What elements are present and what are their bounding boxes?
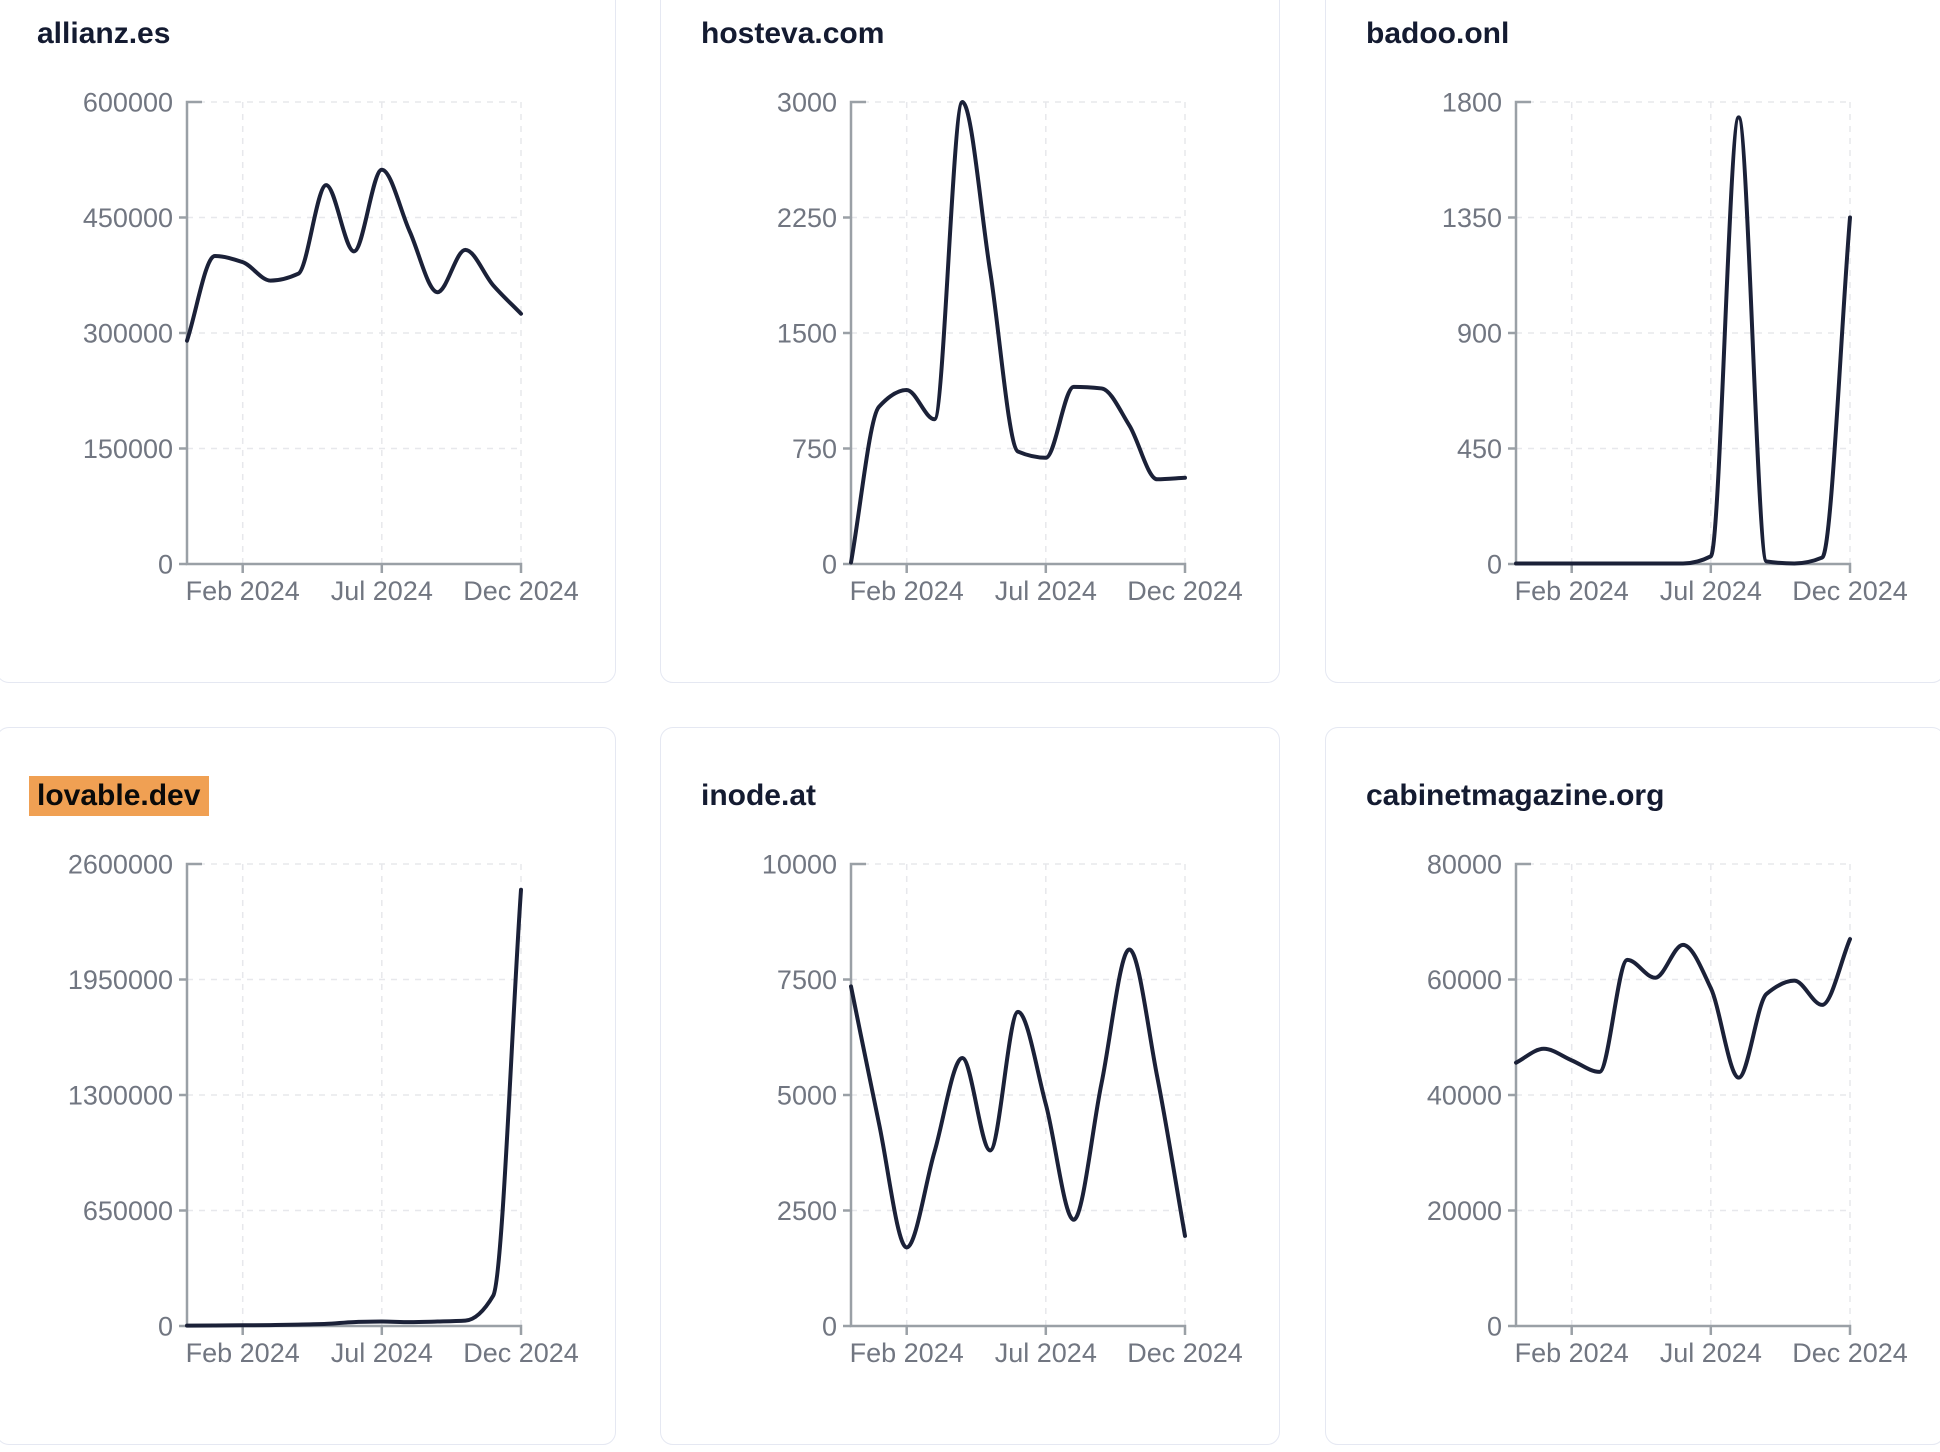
x-tick-label: Dec 2024 [1792,576,1908,606]
y-tick-label: 3000 [777,88,837,118]
x-tick-label: Feb 2024 [850,1338,964,1368]
traffic-series-line [1514,937,1852,1080]
y-tick-label: 450000 [83,203,173,233]
domain-title: inode.at [701,779,817,812]
y-tick-label: 2250 [777,203,837,233]
x-tick-label: Jul 2024 [1660,576,1762,606]
page-title: hosteva.com [701,16,884,52]
y-tick-label: 20000 [1427,1196,1502,1226]
page-title: cabinetmagazine.org [1366,778,1664,814]
x-tick-label: Jul 2024 [1660,1338,1762,1368]
y-tick-label: 1950000 [68,965,173,995]
domain-title: badoo.onl [1366,17,1510,50]
domain-card-badoo-onl[interactable]: badoo.onl 0 450 900 1350 1800 Feb 2024 Jul 202… [1325,0,1940,683]
y-tick-label: 0 [1487,550,1502,580]
y-tick-label: 0 [158,1312,173,1342]
y-tick-label: 80000 [1427,850,1502,880]
axis-line [849,100,1187,573]
y-tick-label: 40000 [1427,1081,1502,1111]
page-title: badoo.onl [1366,16,1509,52]
domain-title-highlighted: lovable.dev [29,776,210,816]
x-tick-label: Feb 2024 [1515,576,1629,606]
y-tick-label: 10000 [762,850,837,880]
traffic-line-chart: 0 650000 1300000 1950000 2600000 Feb 2024 Jul … [68,850,579,1369]
y-tick-label: 2600000 [68,850,173,880]
y-tick-label: 5000 [777,1081,837,1111]
y-tick-label: 1500 [777,319,837,349]
y-tick-label: 600000 [83,88,173,118]
x-tick-label: Dec 2024 [1127,1338,1243,1368]
x-tick-label: Jul 2024 [995,576,1097,606]
y-tick-label: 7500 [777,965,837,995]
axis-line [849,862,1187,1335]
y-tick-label: 1350 [1442,203,1502,233]
y-tick-label: 1300000 [68,1081,173,1111]
axis-line [185,862,523,1335]
axis-line [1514,862,1852,1335]
x-tick-label: Feb 2024 [186,576,300,606]
domain-card-lovable-dev[interactable]: lovable.dev 0 650000 1300000 1950000 2600000… [0,727,616,1445]
x-tick-label: Jul 2024 [331,576,433,606]
y-tick-label: 0 [822,1312,837,1342]
y-tick-label: 750 [792,434,837,464]
y-tick-label: 150000 [83,434,173,464]
page-title: allianz.es [37,16,170,52]
y-tick-label: 60000 [1427,965,1502,995]
y-tick-label: 450 [1457,434,1502,464]
traffic-line-chart: 0 750 1500 2250 3000 Feb 2024 Jul 2024 Dec 2024 [777,88,1243,607]
domain-title: allianz.es [37,17,171,50]
y-tick-label: 650000 [83,1196,173,1226]
x-tick-label: Dec 2024 [463,1338,579,1368]
page-title: lovable.dev [29,776,210,816]
x-tick-label: Jul 2024 [995,1338,1097,1368]
traffic-series-line [849,947,1187,1250]
domain-card-allianz-es[interactable]: allianz.es 0 150000 300000 450000 600000 Feb … [0,0,616,683]
y-tick-label: 2500 [777,1196,837,1226]
x-tick-label: Dec 2024 [463,576,579,606]
domain-title: cabinetmagazine.org [1366,779,1665,812]
page-title: inode.at [701,778,816,814]
traffic-series-line [185,167,523,343]
x-tick-label: Feb 2024 [850,576,964,606]
axis-line [185,100,523,573]
x-tick-label: Feb 2024 [186,1338,300,1368]
traffic-series-line [849,100,1187,565]
x-tick-label: Feb 2024 [1515,1338,1629,1368]
traffic-series-line [1514,115,1852,566]
traffic-line-chart: 0 150000 300000 450000 600000 Feb 2024 Jul 202… [83,88,579,607]
domain-card-hosteva-com[interactable]: hosteva.com 0 750 1500 2250 3000 Feb 2024 Jul … [660,0,1280,683]
traffic-series-line [185,887,523,1328]
x-tick-label: Dec 2024 [1792,1338,1908,1368]
domain-card-inode-at[interactable]: inode.at 0 2500 5000 7500 10000 Feb 2024 Jul 2… [660,727,1280,1445]
y-tick-label: 0 [158,550,173,580]
y-tick-label: 300000 [83,319,173,349]
y-tick-label: 1800 [1442,88,1502,118]
traffic-line-chart: 0 2500 5000 7500 10000 Feb 2024 Jul 2024 Dec 20… [762,850,1243,1369]
traffic-line-chart: 0 450 900 1350 1800 Feb 2024 Jul 2024 Dec 2024 [1442,88,1908,607]
y-tick-label: 0 [1487,1312,1502,1342]
axis-line [1514,100,1852,573]
x-tick-label: Jul 2024 [331,1338,433,1368]
traffic-line-chart: 0 20000 40000 60000 80000 Feb 2024 Jul 2024 Dec… [1427,850,1908,1369]
y-tick-label: 0 [822,550,837,580]
x-tick-label: Dec 2024 [1127,576,1243,606]
domain-card-cabinetmagazine-org[interactable]: cabinetmagazine.org 0 20000 40000 60000 8000… [1325,727,1940,1445]
y-tick-label: 900 [1457,319,1502,349]
domain-title: hosteva.com [701,17,885,50]
